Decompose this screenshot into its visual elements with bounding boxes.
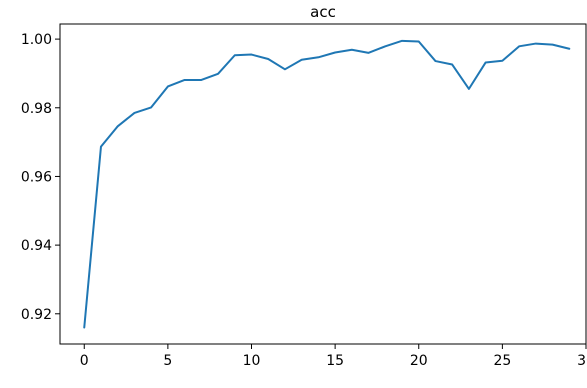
y-axis: 0.92 0.94 0.96 0.98 1.00 xyxy=(21,32,60,323)
x-tick-label: 25 xyxy=(493,353,511,369)
y-tick-label: 0.96 xyxy=(21,169,52,185)
series-group xyxy=(83,39,571,329)
x-tick-label: 5 xyxy=(163,353,172,369)
plot-area-frame xyxy=(59,23,587,345)
y-tick-label: 0.98 xyxy=(21,101,52,117)
y-tick-label: 0.92 xyxy=(21,307,52,323)
x-tick-label: 0 xyxy=(80,353,89,369)
x-tick-label: 30 xyxy=(577,353,587,369)
chart-title: acc xyxy=(310,3,336,21)
x-axis: 0 5 10 15 20 25 30 xyxy=(80,344,587,369)
x-tick-label: 20 xyxy=(410,353,428,369)
series-line xyxy=(83,39,571,329)
x-tick-label: 10 xyxy=(243,353,261,369)
x-tick-label: 15 xyxy=(326,353,344,369)
y-tick-label: 1.00 xyxy=(21,32,52,48)
y-tick-label: 0.94 xyxy=(21,238,52,254)
